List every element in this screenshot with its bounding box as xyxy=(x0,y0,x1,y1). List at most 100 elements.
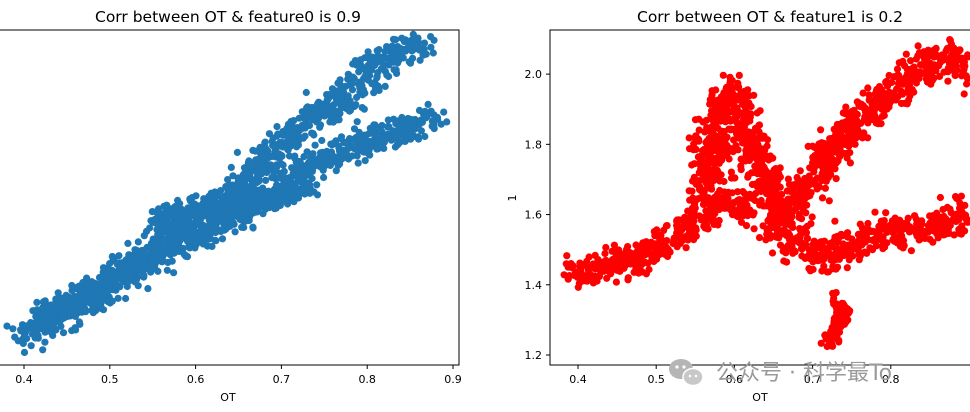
scatter-point xyxy=(831,217,839,225)
scatter-point xyxy=(384,116,392,124)
scatter-point xyxy=(824,151,832,160)
wechat-icon xyxy=(669,359,704,387)
scatter-point xyxy=(816,150,824,158)
scatter-point xyxy=(848,235,856,243)
scatter-point xyxy=(704,178,712,187)
scatter-point xyxy=(240,172,248,180)
scatter-point xyxy=(897,79,905,87)
scatter-point xyxy=(140,271,148,279)
scatter-point xyxy=(327,114,335,122)
scatter-point xyxy=(595,272,604,280)
scatter-point xyxy=(131,278,139,286)
scatter-point xyxy=(287,142,295,150)
scatter-point xyxy=(695,160,703,168)
scatter-point xyxy=(788,242,796,251)
scatter-point xyxy=(251,204,259,212)
scatter-point xyxy=(17,327,25,335)
scatter-point xyxy=(170,238,178,246)
scatter-point xyxy=(823,342,831,351)
scatter-point xyxy=(416,44,424,53)
scatter-point xyxy=(280,167,288,175)
scatter-point xyxy=(930,46,938,54)
scatter-point xyxy=(755,128,763,136)
scatter-point xyxy=(918,217,926,225)
scatter-point xyxy=(344,92,352,100)
scatter-point xyxy=(663,237,671,245)
scatter-point xyxy=(313,181,321,189)
scatter-point xyxy=(864,219,872,228)
scatter-point xyxy=(960,90,968,98)
scatter-point xyxy=(737,123,745,131)
scatter-point xyxy=(144,285,152,293)
scatter-point xyxy=(381,133,389,141)
scatter-point xyxy=(902,50,910,58)
x-tick-label: 0.5 xyxy=(647,373,665,386)
scatter-point xyxy=(104,297,112,306)
scatter-point xyxy=(260,166,268,174)
scatter-point xyxy=(871,114,879,122)
scatter-point xyxy=(637,255,645,263)
scatter-point xyxy=(810,237,818,245)
scatter-point xyxy=(400,119,408,127)
scatter-point xyxy=(806,247,814,255)
scatter-point xyxy=(809,153,817,161)
scatter-point xyxy=(885,100,894,108)
scatter-point xyxy=(261,138,269,146)
scatter-point xyxy=(114,294,122,302)
scatter-point xyxy=(934,234,942,242)
scatter-point xyxy=(388,43,396,51)
scatter-point xyxy=(268,174,276,182)
scatter-point xyxy=(122,294,130,303)
scatter-point xyxy=(829,263,837,271)
scatter-point xyxy=(686,228,694,236)
scatter-point xyxy=(915,49,924,57)
scatter-point xyxy=(45,316,53,324)
scatter-point xyxy=(856,239,864,247)
scatter-point xyxy=(690,200,699,208)
x-tick-label: 0.6 xyxy=(187,373,205,386)
scatter-point xyxy=(190,225,198,233)
scatter-point xyxy=(33,319,41,327)
scatter-point xyxy=(959,62,967,70)
scatter-point xyxy=(427,33,435,41)
scatter-point xyxy=(776,227,784,235)
scatter-point xyxy=(841,249,849,257)
scatter-point xyxy=(168,223,176,231)
scatter-point xyxy=(899,237,908,245)
scatter-point xyxy=(728,76,736,85)
scatter-point xyxy=(885,225,893,234)
scatter-point xyxy=(738,196,747,204)
scatter-point xyxy=(328,85,337,93)
scatter-point xyxy=(878,222,886,230)
scatter-point xyxy=(274,174,282,182)
scatter-point xyxy=(635,269,643,277)
scatter-point xyxy=(163,201,171,209)
scatter-point xyxy=(311,159,319,167)
scatter-point xyxy=(124,239,132,247)
scatter-point xyxy=(936,193,945,202)
scatter-point xyxy=(815,256,823,264)
scatter-point xyxy=(845,141,853,150)
scatter-point xyxy=(864,84,872,92)
scatter-point xyxy=(188,194,196,202)
scatter-point xyxy=(324,95,332,103)
scatter-point xyxy=(612,278,621,286)
scatter-point xyxy=(231,228,239,236)
x-tick-label: 0.7 xyxy=(273,373,291,386)
scatter-point xyxy=(690,140,698,148)
scatter-point xyxy=(322,111,330,119)
scatter-point xyxy=(268,152,276,160)
scatter-point xyxy=(951,56,959,64)
scatter-point xyxy=(259,146,267,154)
scatter-point xyxy=(354,148,362,156)
scatter-point xyxy=(624,274,632,282)
scatter-point xyxy=(401,137,409,145)
scatter-point xyxy=(744,86,752,94)
scatter-point xyxy=(336,160,344,168)
scatter-point xyxy=(29,307,37,315)
scatter-point xyxy=(942,215,950,223)
scatter-point xyxy=(94,284,102,292)
x-tick-label: 0.8 xyxy=(358,373,376,386)
scatter-point xyxy=(443,118,451,126)
